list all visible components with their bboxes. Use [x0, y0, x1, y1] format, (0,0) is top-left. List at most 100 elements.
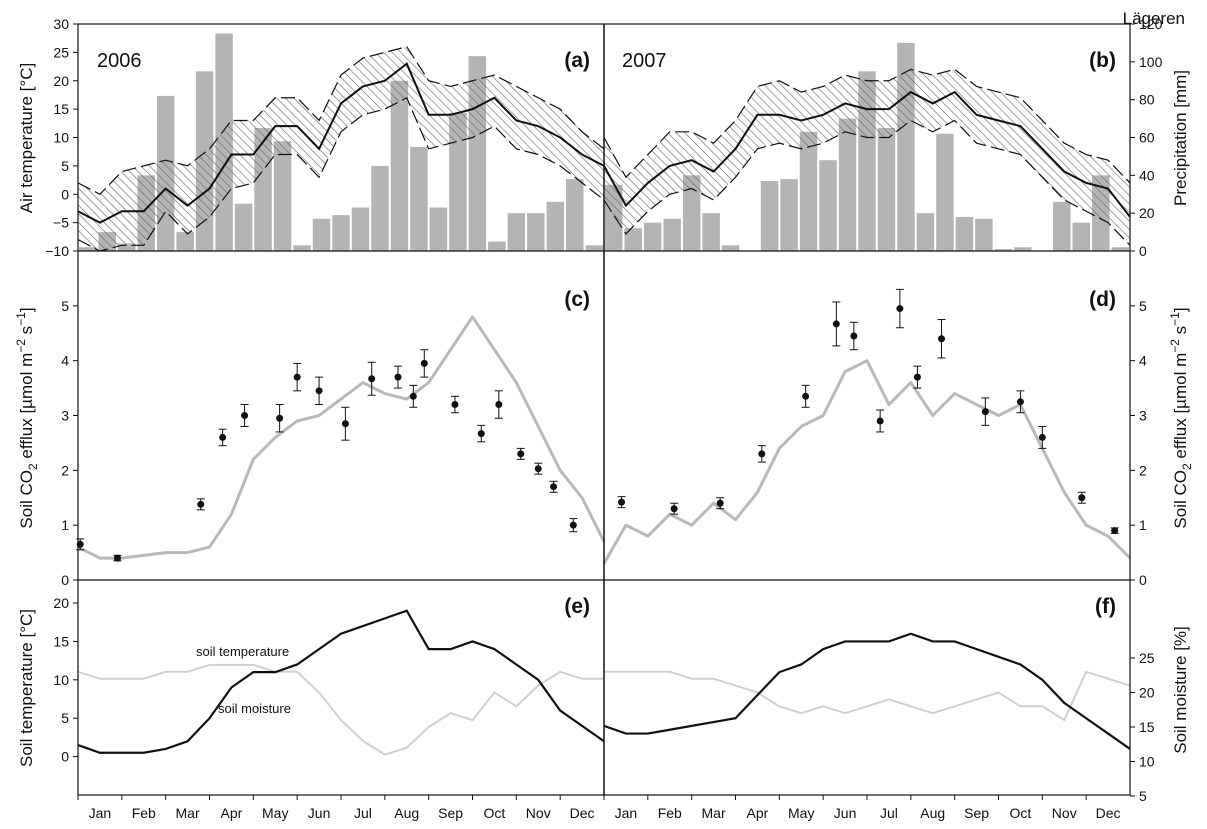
ytick-label-right-p-4: 80 [1139, 92, 1155, 108]
efflux-point-2006-16 [517, 450, 525, 458]
precip-bar-2006-24 [546, 201, 565, 251]
efflux-point-2006-13 [451, 401, 459, 409]
ytick-label-right-m-4: 25 [1139, 650, 1155, 666]
ytick-label-right-p-3: 60 [1139, 130, 1155, 146]
ytick-label-right-c2-5: 5 [1139, 298, 1147, 314]
ytick-label-left-a-7: 25 [53, 44, 69, 60]
ytick-label-left-c-2: 2 [61, 462, 69, 478]
air-temp-lower-2007 [603, 119, 1131, 246]
efflux-title-part-5: −1 [1168, 312, 1182, 326]
ylabel-co2-efflux-left: Soil CO2 efflux [µmol m−2 s−1] [14, 307, 40, 528]
efflux-title-part-1: 2 [1180, 463, 1194, 470]
soil-temperature-line-2007 [603, 632, 1131, 750]
month-label-1-9: Oct [1010, 805, 1032, 821]
air-temp-mean-2006 [77, 62, 605, 224]
precip-bar-2007-6 [721, 245, 740, 251]
efflux-point-2007-3 [758, 450, 766, 458]
precip-bar-2007-17 [936, 133, 954, 251]
ytick-label-left-e-0: 0 [61, 749, 69, 765]
panels-layer [73, 23, 1135, 800]
month-label-1-8: Sep [964, 805, 989, 821]
precip-bar-2007-5 [702, 213, 720, 251]
precip-bar-2007-4 [682, 175, 701, 251]
month-label-1-4: May [788, 805, 814, 821]
efflux-point-2006-18 [550, 483, 558, 491]
month-label-0-0: Jan [89, 805, 112, 821]
month-label-0-2: Mar [176, 805, 200, 821]
efflux-title-part-3: −2 [1168, 339, 1182, 353]
efflux-point-2007-11 [981, 408, 989, 416]
efflux-point-2007-0 [618, 498, 626, 506]
efflux-title-part-2: efflux [µmol m [1171, 353, 1190, 464]
efflux-title-part-3: −2 [14, 339, 28, 353]
precip-bar-2007-1 [624, 228, 642, 251]
month-label-1-6: Jul [880, 805, 898, 821]
ytick-label-right-m-2: 15 [1139, 719, 1155, 735]
month-label-1-10: Nov [1052, 805, 1077, 821]
soil-moisture-line-2006 [77, 663, 604, 756]
ytick-label-right-c2-3: 3 [1139, 408, 1147, 424]
efflux-point-2006-6 [293, 373, 301, 381]
month-label-0-8: Sep [438, 805, 463, 821]
efflux-point-2007-14 [1078, 494, 1086, 502]
precip-bar-2006-21 [488, 241, 506, 251]
annotation-soil-moisture: soil moisture [218, 701, 291, 716]
month-label-0-4: May [262, 805, 288, 821]
ytick-label-right-p-1: 20 [1139, 205, 1155, 221]
efflux-point-2007-15 [1111, 527, 1119, 535]
precip-bar-2007-3 [663, 218, 681, 251]
efflux-title-part-6: ] [17, 307, 36, 312]
ylabel-co2-efflux-right: Soil CO2 efflux [µmol m−2 s−1] [1168, 307, 1194, 528]
efflux-point-2006-17 [534, 465, 542, 473]
precip-bar-2006-23 [527, 213, 545, 251]
precip-bar-2006-13 [332, 215, 350, 251]
precip-bar-2006-16 [390, 80, 409, 251]
efflux-point-2007-2 [716, 499, 724, 507]
precip-bar-2007-18 [955, 216, 974, 251]
precip-bar-2007-20 [994, 249, 1013, 251]
month-label-0-1: Feb [132, 805, 156, 821]
precip-bar-2006-8 [234, 203, 253, 251]
year-label-2006: 2006 [97, 50, 142, 72]
precip-bar-2007-8 [760, 181, 779, 251]
efflux-point-2006-5 [276, 414, 284, 422]
efflux-point-2007-1 [670, 505, 678, 513]
month-label-0-7: Aug [394, 805, 419, 821]
month-label-0-5: Jun [308, 805, 331, 821]
soil-moisture-line-2007 [604, 670, 1131, 722]
air-temp-range-2006 [78, 46, 604, 252]
efflux-model-2007 [602, 359, 1132, 565]
ytick-label-left-c-3: 3 [61, 408, 69, 424]
air-temp-lower-2006 [77, 96, 605, 252]
efflux-point-2006-3 [219, 433, 227, 441]
ytick-label-right-c2-1: 1 [1139, 517, 1147, 533]
month-label-1-0: Jan [615, 805, 638, 821]
efflux-point-2006-2 [197, 500, 205, 508]
ytick-label-left-e-1: 5 [61, 710, 69, 726]
ytick-label-left-a-0: −10 [45, 243, 69, 259]
efflux-point-2006-9 [368, 375, 376, 383]
air-temp-upper-2007 [603, 68, 1131, 184]
ytick-label-left-c-0: 0 [61, 572, 69, 588]
panel-letter-c: (c) [564, 288, 590, 311]
precip-bar-2006-0 [79, 247, 97, 251]
precip-bar-2006-11 [293, 245, 311, 251]
precip-bar-2007-14 [877, 128, 896, 251]
efflux-point-2007-13 [1038, 433, 1046, 441]
efflux-point-2006-10 [394, 373, 402, 381]
site-label: Lägeren [1123, 9, 1185, 28]
efflux-point-2007-12 [1016, 398, 1024, 406]
efflux-title-part-5: −1 [14, 312, 28, 326]
ytick-label-right-m-3: 20 [1139, 685, 1155, 701]
precip-bar-2006-15 [371, 165, 389, 251]
air-temp-range-2007 [604, 69, 1130, 246]
efflux-point-2007-8 [896, 305, 904, 313]
ylabel-precipitation: Precipitation [mm] [1171, 70, 1190, 206]
efflux-point-2007-6 [850, 332, 858, 340]
panel-letter-f: (f) [1095, 595, 1116, 618]
efflux-title-part-4: s [1171, 326, 1190, 339]
precip-bar-2007-19 [975, 218, 993, 251]
ytick-label-right-p-2: 40 [1139, 167, 1155, 183]
precip-bar-2006-25 [566, 179, 584, 251]
